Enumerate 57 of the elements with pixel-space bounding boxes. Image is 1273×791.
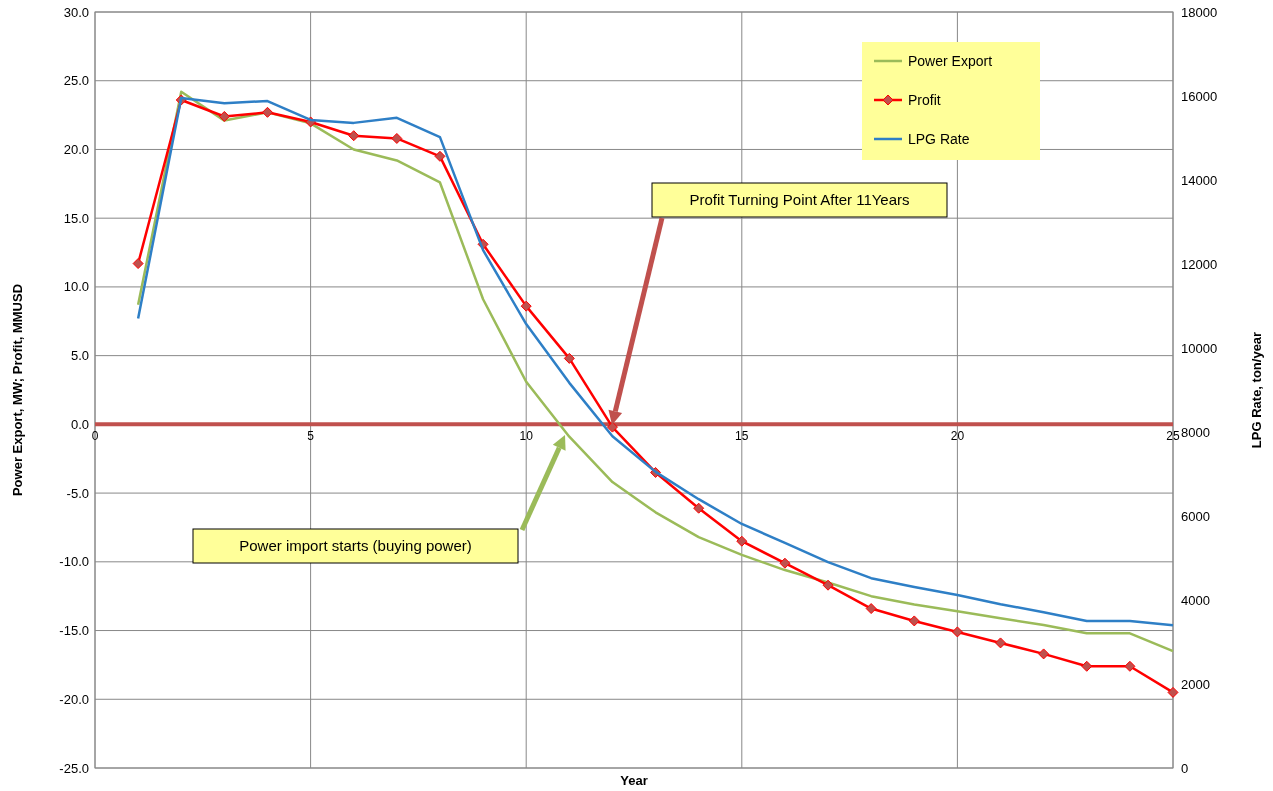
y2-tick-label: 8000 [1181, 424, 1210, 440]
y2-tick-label: 2000 [1181, 676, 1210, 692]
x-tick-label: 5 [307, 429, 315, 444]
y2-tick-label: 12000 [1181, 256, 1218, 272]
y-tick-label: -15.0 [59, 623, 89, 639]
point [434, 150, 446, 162]
point [951, 626, 963, 638]
y-tick-label: -25.0 [59, 760, 89, 776]
point [606, 421, 618, 433]
annotation: Profit Turning Point After 11Years [689, 191, 910, 209]
point [1167, 686, 1179, 698]
y2-tick-label: 14000 [1181, 172, 1218, 188]
legend-label: Profit [908, 91, 941, 108]
y-axis-title: Power Export, MW; Profit, MMUSD [10, 283, 25, 497]
x-axis-title: Year [620, 773, 648, 788]
point [1081, 660, 1093, 672]
y2-tick-label: 6000 [1181, 508, 1210, 524]
point [908, 615, 920, 627]
point [563, 352, 575, 364]
legend-label: LPG Rate [908, 130, 970, 147]
y2-tick-label: 4000 [1181, 592, 1210, 608]
y-tick-label: 0.0 [70, 416, 89, 432]
point [261, 106, 273, 118]
y-tick-label: 25.0 [63, 73, 89, 89]
point [822, 579, 834, 591]
point [348, 130, 360, 142]
x-tick-label: 0 [91, 429, 99, 444]
y-tick-label: 5.0 [70, 348, 89, 364]
point [132, 258, 144, 270]
y-tick-label: -5.0 [66, 485, 89, 501]
point [1038, 648, 1050, 660]
point [865, 603, 877, 615]
annotation: Power import starts (buying power) [239, 537, 472, 555]
point [391, 132, 403, 144]
x-tick-label: 10 [519, 429, 534, 444]
y-tick-label: 20.0 [63, 142, 89, 157]
y-tick-label: -10.0 [59, 554, 89, 570]
point [779, 557, 791, 569]
y-tick-label: -20.0 [59, 691, 89, 707]
x-tick-label: 25 [1166, 429, 1180, 444]
y-tick-label: 15.0 [63, 210, 89, 226]
y2-tick-label: 16000 [1181, 88, 1218, 104]
point [520, 300, 532, 312]
x-tick-label: 15 [735, 429, 749, 444]
point [995, 637, 1007, 649]
point [736, 535, 748, 547]
y2-tick-label: 0 [1181, 760, 1189, 776]
point [218, 110, 230, 122]
y2-axis-title: LPG Rate, ton/year [1249, 331, 1264, 449]
y-tick-label: 10.0 [63, 279, 89, 295]
y2-tick-label: 18000 [1181, 4, 1218, 20]
point [1124, 660, 1136, 672]
y2-tick-label: 10000 [1181, 340, 1218, 356]
legend-label: Power Export [908, 52, 993, 69]
y-tick-label: 30.0 [63, 4, 89, 20]
x-tick-label: 20 [950, 429, 965, 444]
point [693, 502, 705, 514]
